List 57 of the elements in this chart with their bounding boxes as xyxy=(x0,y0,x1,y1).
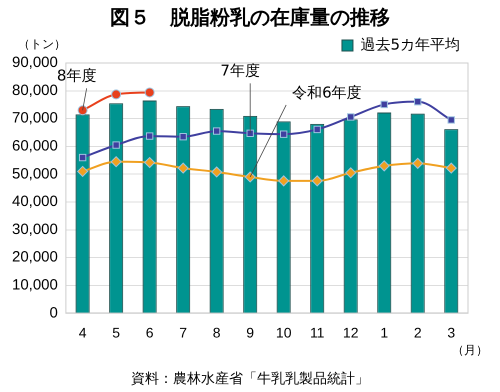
y-tick-label: 0 xyxy=(50,304,58,322)
point xyxy=(278,175,290,186)
y-tick-label: 10,000 xyxy=(12,276,58,294)
point xyxy=(111,89,122,100)
point xyxy=(78,105,88,116)
x-axis-title: （月） xyxy=(452,342,488,359)
text: 資料：農林水産省「牛乳乳製品統計」 xyxy=(130,370,370,388)
y-axis-title: （トン） xyxy=(18,36,66,53)
y-tick-label: 60,000 xyxy=(12,138,58,155)
point xyxy=(246,130,254,138)
point xyxy=(146,132,154,140)
point xyxy=(212,127,220,135)
x-tick-label: 5 xyxy=(112,324,120,340)
point xyxy=(78,154,86,162)
point xyxy=(448,116,455,124)
y-tick-label: 40,000 xyxy=(12,193,58,210)
x-tick-label: 9 xyxy=(246,324,254,340)
text: 7年度 xyxy=(220,62,260,80)
x-tick-label: 1 xyxy=(380,324,388,340)
y-tick-label: 30,000 xyxy=(12,220,58,238)
x-tick-label: 2 xyxy=(414,324,422,340)
point xyxy=(378,160,390,172)
point xyxy=(414,98,422,106)
point xyxy=(179,132,187,140)
legend-label: 過去5カ年平均 xyxy=(360,35,460,54)
point xyxy=(144,157,156,168)
x-tick-label: 11 xyxy=(310,324,325,340)
x-tick-label: 10 xyxy=(276,324,292,340)
x-tick-label: 12 xyxy=(342,324,359,340)
x-tick-label: 3 xyxy=(447,324,456,340)
point xyxy=(280,130,288,138)
y-tick-label: 90,000 xyxy=(12,54,58,72)
y-tick-label: 20,000 xyxy=(12,248,58,266)
point xyxy=(244,171,256,182)
point xyxy=(312,175,323,186)
x-tick-label: 7 xyxy=(179,324,188,340)
point xyxy=(77,166,88,177)
series-label: 8年度 xyxy=(56,66,96,85)
y-tick-label: 80,000 xyxy=(12,82,58,99)
point xyxy=(345,167,356,178)
text: 令和6年度 xyxy=(292,83,362,102)
point xyxy=(178,162,189,174)
point xyxy=(347,113,354,121)
point xyxy=(412,158,424,169)
point xyxy=(380,100,388,108)
x-tick-label: 8 xyxy=(212,324,221,340)
point xyxy=(446,162,457,174)
y-tick-label: 70,000 xyxy=(12,110,58,127)
y-tick-label: 50,000 xyxy=(12,165,58,182)
point xyxy=(314,126,321,134)
x-tick-label: 6 xyxy=(146,324,154,340)
chart-title: 図５ 脱脂粉乳の在庫量の推移 xyxy=(109,4,391,31)
point xyxy=(110,156,122,168)
point xyxy=(211,166,222,178)
point xyxy=(112,141,120,149)
point xyxy=(144,87,155,98)
x-tick-label: 4 xyxy=(78,324,87,340)
